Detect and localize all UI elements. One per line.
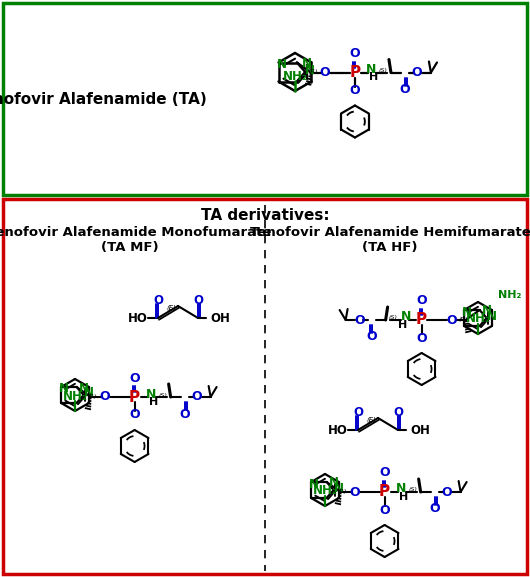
Text: O: O [350, 47, 360, 60]
Text: (S): (S) [409, 488, 418, 493]
Text: H: H [149, 397, 158, 407]
Text: O: O [153, 294, 163, 306]
Text: N: N [309, 478, 319, 490]
Text: N: N [277, 58, 287, 71]
Text: O: O [446, 313, 457, 327]
Text: N: N [482, 305, 492, 317]
Text: O: O [412, 66, 422, 79]
Text: (E): (E) [366, 417, 376, 424]
Text: NH₂: NH₂ [282, 69, 307, 83]
Text: N: N [302, 57, 312, 70]
FancyBboxPatch shape [3, 199, 527, 574]
Text: Tenofovir Alafenamide Hemifumarate: Tenofovir Alafenamide Hemifumarate [250, 226, 530, 238]
Text: (R): (R) [308, 69, 317, 74]
Text: HO: HO [328, 424, 348, 436]
Text: O: O [400, 83, 410, 96]
Text: N: N [401, 310, 411, 324]
Text: N: N [79, 381, 89, 395]
Text: O: O [429, 503, 440, 515]
Text: O: O [191, 391, 202, 403]
Text: (R): (R) [338, 489, 347, 494]
Text: P: P [379, 485, 390, 500]
Text: O: O [179, 407, 190, 421]
Text: O: O [441, 485, 452, 499]
Text: O: O [129, 372, 140, 384]
Text: NH₂: NH₂ [313, 485, 338, 497]
Text: O: O [129, 409, 140, 422]
Text: O: O [417, 332, 427, 344]
Text: P: P [129, 389, 140, 404]
Text: O: O [379, 504, 390, 516]
Text: O: O [366, 331, 377, 343]
Text: (S): (S) [158, 392, 167, 398]
Text: N: N [487, 309, 497, 323]
Text: P: P [416, 313, 427, 328]
Text: N: N [329, 477, 339, 489]
Text: N: N [59, 383, 69, 395]
Text: N: N [305, 63, 315, 77]
Text: O: O [350, 84, 360, 97]
Text: HO: HO [128, 312, 148, 324]
Text: O: O [379, 466, 390, 479]
Text: H: H [399, 492, 408, 502]
Text: OH: OH [210, 312, 230, 324]
Text: O: O [393, 406, 403, 418]
Text: O: O [355, 313, 365, 327]
Text: N: N [366, 63, 376, 76]
Text: (R): (R) [459, 317, 469, 322]
Text: (TA MF): (TA MF) [101, 241, 159, 253]
Text: H: H [398, 320, 407, 330]
Text: N: N [145, 388, 156, 400]
Text: Tenofovir Alafenamide (TA): Tenofovir Alafenamide (TA) [0, 92, 206, 107]
Text: P: P [349, 65, 360, 80]
Text: (E): (E) [166, 305, 176, 311]
Text: (S): (S) [379, 68, 388, 73]
Text: O: O [353, 406, 363, 418]
Text: NH₂: NH₂ [63, 389, 87, 403]
FancyBboxPatch shape [3, 3, 527, 195]
Text: OH: OH [410, 424, 430, 436]
Text: (TA HF): (TA HF) [362, 241, 418, 253]
Text: N: N [395, 482, 406, 496]
Text: (R): (R) [88, 394, 98, 399]
Text: NH₂: NH₂ [465, 313, 490, 325]
Text: N: N [334, 481, 343, 494]
Text: O: O [320, 66, 330, 79]
Text: O: O [99, 391, 110, 403]
Text: (S): (S) [388, 316, 398, 320]
Text: N: N [84, 387, 94, 399]
Text: H: H [369, 73, 378, 83]
Text: O: O [417, 294, 427, 308]
Text: TA derivatives:: TA derivatives: [201, 208, 329, 223]
Text: Tenofovir Alafenamide Monofumarate: Tenofovir Alafenamide Monofumarate [0, 226, 272, 238]
Text: N: N [462, 305, 472, 319]
Text: O: O [349, 485, 360, 499]
Text: NH₂: NH₂ [498, 290, 522, 300]
Text: O: O [193, 294, 203, 306]
